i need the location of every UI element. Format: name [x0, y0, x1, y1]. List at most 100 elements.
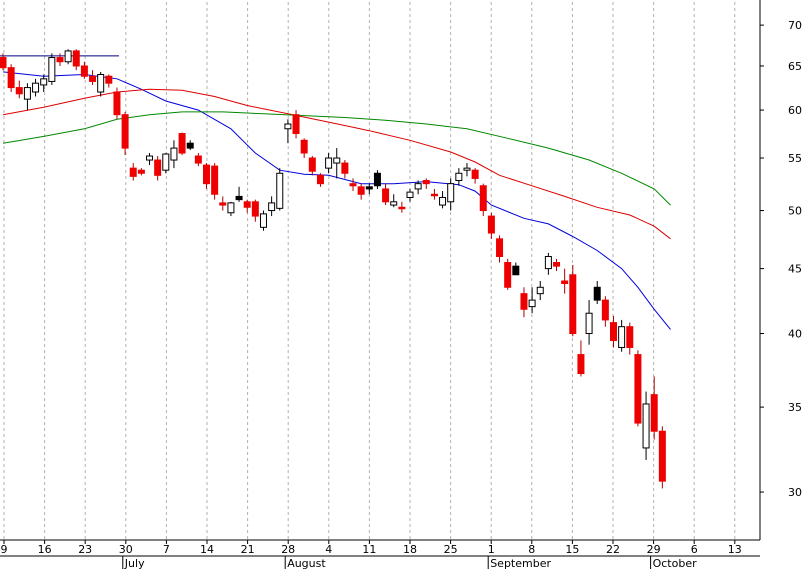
- candle: [316, 173, 324, 187]
- candle: [129, 163, 137, 181]
- candle: [496, 235, 504, 263]
- candle: [430, 188, 438, 200]
- candle-body: [154, 159, 162, 176]
- candle-body: [414, 183, 422, 190]
- candle: [577, 340, 585, 377]
- candle-body: [650, 394, 658, 432]
- candle: [186, 140, 194, 151]
- candle: [56, 53, 64, 66]
- y-tick-label: 50: [788, 205, 802, 218]
- candle-body: [528, 299, 536, 308]
- candle-body: [536, 286, 544, 295]
- candle: [154, 156, 162, 181]
- candle-body: [390, 201, 398, 206]
- candle: [7, 64, 15, 93]
- candle-body: [40, 78, 48, 86]
- candle-body: [455, 172, 463, 182]
- candle: [308, 156, 316, 176]
- candle: [32, 78, 40, 97]
- grid-layer: [3, 2, 736, 540]
- candle: [333, 148, 341, 179]
- y-tick-label: 60: [788, 104, 802, 117]
- candle: [553, 258, 561, 272]
- candle-body: [610, 322, 617, 341]
- candle-body: [422, 180, 430, 185]
- candle: [585, 300, 593, 345]
- candle-body: [316, 174, 324, 185]
- candle: [528, 287, 536, 314]
- candle: [357, 183, 365, 200]
- candle: [471, 168, 479, 184]
- candle: [544, 252, 552, 275]
- candle: [422, 178, 430, 189]
- candle-body: [56, 57, 64, 63]
- candle: [162, 153, 170, 174]
- candle: [268, 196, 276, 217]
- candle-body: [203, 164, 210, 185]
- x-tick-label: 6: [691, 543, 698, 556]
- candle: [398, 201, 406, 213]
- x-tick-label: 21: [241, 543, 255, 556]
- candle: [105, 74, 113, 88]
- x-tick-label: 14: [200, 543, 214, 556]
- candle: [447, 178, 455, 211]
- candle-body: [186, 142, 194, 149]
- candle-body: [15, 87, 23, 95]
- candle: [561, 268, 569, 294]
- candle-body: [268, 202, 276, 212]
- candle: [382, 183, 390, 206]
- candle: [243, 199, 251, 213]
- candle-body: [243, 201, 251, 208]
- candle-body: [194, 155, 202, 164]
- candle-body: [479, 185, 487, 212]
- candle: [203, 163, 210, 189]
- candle-body: [113, 91, 121, 116]
- month-label: August: [287, 557, 326, 569]
- candle: [325, 153, 333, 174]
- x-tick-label: 30: [119, 543, 133, 556]
- x-tick-label: 23: [78, 543, 92, 556]
- candle: [349, 178, 357, 192]
- x-tick-label: 4: [325, 543, 332, 556]
- candle-body: [227, 202, 235, 214]
- candle-body: [553, 262, 561, 267]
- candle-body: [97, 74, 105, 93]
- x-tick-label: 16: [38, 543, 52, 556]
- candle-body: [382, 188, 390, 203]
- candle: [0, 53, 7, 71]
- candle: [121, 111, 129, 156]
- candle-body: [23, 87, 31, 100]
- candle: [227, 201, 235, 217]
- candle-body: [259, 213, 267, 228]
- candle: [512, 262, 520, 276]
- candle: [406, 188, 414, 202]
- candle-body: [504, 262, 512, 288]
- x-tick-label: 11: [362, 543, 376, 556]
- candle-body: [349, 183, 357, 187]
- candle-body: [634, 354, 642, 424]
- candle: [365, 183, 373, 195]
- candle: [284, 119, 292, 144]
- candle-body: [251, 201, 259, 217]
- candle-layer: [0, 49, 666, 489]
- candle: [251, 199, 259, 222]
- x-tick-label: 9: [1, 543, 8, 556]
- candle: [341, 160, 349, 179]
- y-tick-label: 40: [788, 328, 802, 341]
- candle-body: [162, 153, 170, 171]
- candle: [390, 194, 398, 208]
- candle-body: [520, 293, 528, 310]
- y-tick-label: 55: [788, 152, 802, 165]
- candle: [455, 168, 463, 186]
- candle-body: [365, 186, 373, 190]
- candle: [146, 153, 154, 166]
- candle: [610, 315, 617, 348]
- candle: [80, 61, 88, 79]
- y-tick-label: 65: [788, 60, 802, 73]
- candle: [211, 163, 219, 200]
- candle-body: [642, 403, 650, 449]
- candle-body: [626, 326, 634, 348]
- candle-body: [129, 167, 137, 177]
- candle: [593, 280, 601, 305]
